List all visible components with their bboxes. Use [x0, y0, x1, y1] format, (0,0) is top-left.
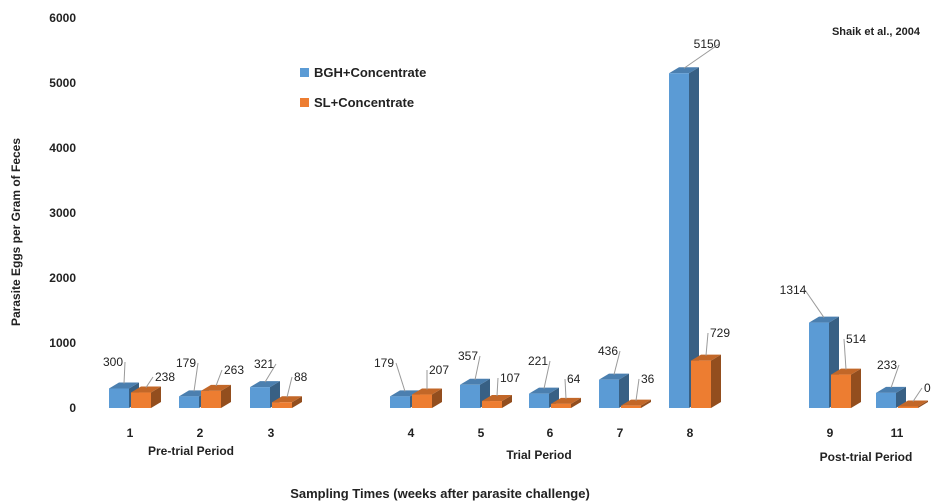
- data-label-bgh-week-6: 221: [528, 354, 548, 368]
- data-label-bgh-week-9: 1314: [780, 283, 807, 297]
- data-label-bgh-week-1: 300: [103, 355, 123, 369]
- legend-swatch-bgh: [300, 68, 309, 77]
- data-label-leader: [804, 289, 825, 318]
- y-tick-label: 1000: [49, 336, 76, 350]
- bar-bgh-week-9: 1314: [780, 283, 839, 408]
- bar-bgh-week-11: 233: [876, 358, 906, 408]
- data-label-bgh-week-7: 436: [598, 344, 618, 358]
- data-label-sl-week-9: 514: [846, 332, 866, 346]
- data-label-leader: [705, 332, 709, 356]
- data-label-leader: [264, 363, 277, 383]
- x-axis-label: Sampling Times (weeks after parasite cha…: [290, 486, 590, 501]
- y-tick-label: 2000: [49, 271, 76, 285]
- x-tick-label: 3: [268, 426, 275, 440]
- legend-label-sl: SL+Concentrate: [314, 95, 414, 110]
- data-label-bgh-week-3: 321: [254, 357, 274, 371]
- data-label-leader: [145, 376, 154, 388]
- data-label-leader: [613, 350, 621, 375]
- data-label-sl-week-1: 238: [155, 370, 175, 384]
- x-tick-label: 5: [478, 426, 485, 440]
- x-tick-label: 11: [891, 426, 904, 440]
- period-group-labels: Pre-trial Period Trial Period Post-trial P…: [148, 444, 912, 464]
- data-label-leader: [193, 362, 199, 392]
- data-label-leader: [215, 369, 223, 387]
- period-label: Post-trial Period: [820, 450, 913, 464]
- x-tick-label: 1: [127, 426, 134, 440]
- data-label-leader: [635, 378, 640, 401]
- bar-sl-week-9: 514: [831, 332, 866, 408]
- x-tick-label: 9: [827, 426, 834, 440]
- y-tick-label: 5000: [49, 76, 76, 90]
- y-tick-label: 6000: [49, 11, 76, 25]
- data-label-leader: [496, 377, 499, 397]
- data-label-leader: [890, 364, 900, 389]
- data-label-leader: [123, 361, 126, 384]
- data-label-leader: [683, 43, 720, 69]
- data-label-sl-week-2: 263: [224, 363, 244, 377]
- data-label-leader: [843, 338, 847, 370]
- data-label-sl-week-4: 207: [429, 363, 449, 377]
- data-label-bgh-week-2: 179: [176, 356, 196, 370]
- y-tick-label: 4000: [49, 141, 76, 155]
- data-label-leader: [395, 362, 406, 392]
- y-axis-label: Parasite Eggs per Gram of Feces: [9, 138, 23, 326]
- bar-sl-week-5: 107: [482, 371, 520, 408]
- data-label-sl-week-11: 0: [924, 381, 931, 395]
- data-label-sl-week-5: 107: [500, 371, 520, 385]
- period-label: Trial Period: [506, 448, 571, 462]
- data-label-leader: [564, 378, 567, 399]
- data-label-bgh-week-11: 233: [877, 358, 897, 372]
- bar-sl-week-6: 64: [551, 372, 581, 408]
- data-label-sl-week-8: 729: [710, 326, 730, 340]
- bar-sl-week-8: 729: [691, 326, 730, 408]
- x-tick-label: 7: [617, 426, 624, 440]
- bar-bgh-week-6: 221: [528, 354, 559, 408]
- legend-label-bgh: BGH+Concentrate: [314, 65, 426, 80]
- bar-bgh-week-7: 436: [598, 344, 629, 408]
- x-tick-label: 6: [547, 426, 554, 440]
- x-tick-label: 4: [408, 426, 415, 440]
- data-label-sl-week-6: 64: [567, 372, 581, 386]
- data-label-leader: [286, 376, 293, 398]
- bar-sl-week-4: 207: [412, 363, 449, 408]
- data-label-leader: [912, 387, 923, 402]
- x-tick-label: 2: [197, 426, 204, 440]
- bar-sl-week-3: 88: [272, 370, 308, 408]
- data-label-bgh-week-5: 357: [458, 349, 478, 363]
- legend: BGH+Concentrate SL+Concentrate: [300, 65, 426, 110]
- legend-swatch-sl: [300, 98, 309, 107]
- data-label-sl-week-3: 88: [294, 370, 308, 384]
- data-label-leader: [474, 355, 481, 380]
- data-label-leader: [543, 360, 551, 389]
- period-label: Pre-trial Period: [148, 444, 234, 458]
- bar-sl-week-11: 0: [898, 381, 931, 408]
- bar-sl-week-7: 36: [621, 372, 655, 408]
- data-label-bgh-week-8: 5150: [694, 37, 721, 51]
- y-tick-label: 0: [69, 401, 76, 415]
- y-tick-label: 3000: [49, 206, 76, 220]
- bar-sl-week-1: 238: [131, 370, 175, 408]
- data-label-bgh-week-4: 179: [374, 356, 394, 370]
- data-label-sl-week-7: 36: [641, 372, 655, 386]
- y-axis-ticks: 0 1000 2000 3000 4000 5000 6000: [49, 11, 76, 415]
- x-axis-ticks: 1 2 3 4 5 6 7 8 9 11: [127, 426, 904, 440]
- x-tick-label: 8: [687, 426, 694, 440]
- bar-bgh-week-8: 5150: [669, 37, 721, 408]
- citation-annotation: Shaik et al., 2004: [832, 26, 921, 38]
- bar-sl-week-2: 263: [201, 363, 244, 408]
